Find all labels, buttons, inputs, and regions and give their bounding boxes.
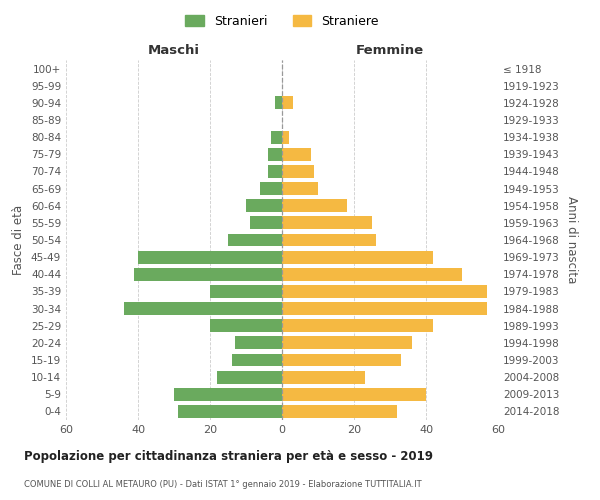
Text: COMUNE DI COLLI AL METAURO (PU) - Dati ISTAT 1° gennaio 2019 - Elaborazione TUTT: COMUNE DI COLLI AL METAURO (PU) - Dati I… bbox=[24, 480, 422, 489]
Bar bbox=[246, 200, 282, 212]
Bar bbox=[282, 320, 433, 332]
Bar bbox=[282, 250, 433, 264]
Bar bbox=[250, 216, 282, 230]
Text: Femmine: Femmine bbox=[356, 44, 424, 57]
Bar bbox=[282, 130, 289, 143]
Bar bbox=[282, 216, 372, 230]
Bar bbox=[282, 336, 412, 349]
Bar bbox=[124, 302, 282, 315]
Bar bbox=[235, 336, 282, 349]
Bar bbox=[268, 165, 282, 178]
Bar bbox=[282, 302, 487, 315]
Bar bbox=[282, 285, 487, 298]
Bar bbox=[282, 405, 397, 418]
Bar bbox=[282, 268, 462, 280]
Bar bbox=[275, 96, 282, 110]
Bar bbox=[282, 96, 293, 110]
Bar bbox=[282, 370, 365, 384]
Bar bbox=[174, 388, 282, 400]
Bar bbox=[282, 388, 426, 400]
Bar bbox=[282, 148, 311, 160]
Bar bbox=[228, 234, 282, 246]
Bar bbox=[138, 250, 282, 264]
Legend: Stranieri, Straniere: Stranieri, Straniere bbox=[180, 10, 384, 32]
Bar bbox=[282, 234, 376, 246]
Bar bbox=[282, 200, 347, 212]
Y-axis label: Anni di nascita: Anni di nascita bbox=[565, 196, 578, 284]
Bar bbox=[282, 182, 318, 195]
Bar bbox=[260, 182, 282, 195]
Bar bbox=[268, 148, 282, 160]
Text: Maschi: Maschi bbox=[148, 44, 200, 57]
Bar bbox=[282, 165, 314, 178]
Bar bbox=[217, 370, 282, 384]
Bar bbox=[210, 320, 282, 332]
Bar bbox=[271, 130, 282, 143]
Bar bbox=[178, 405, 282, 418]
Y-axis label: Fasce di età: Fasce di età bbox=[13, 205, 25, 275]
Text: Popolazione per cittadinanza straniera per età e sesso - 2019: Popolazione per cittadinanza straniera p… bbox=[24, 450, 433, 463]
Bar bbox=[282, 354, 401, 366]
Bar bbox=[210, 285, 282, 298]
Bar bbox=[134, 268, 282, 280]
Bar bbox=[232, 354, 282, 366]
